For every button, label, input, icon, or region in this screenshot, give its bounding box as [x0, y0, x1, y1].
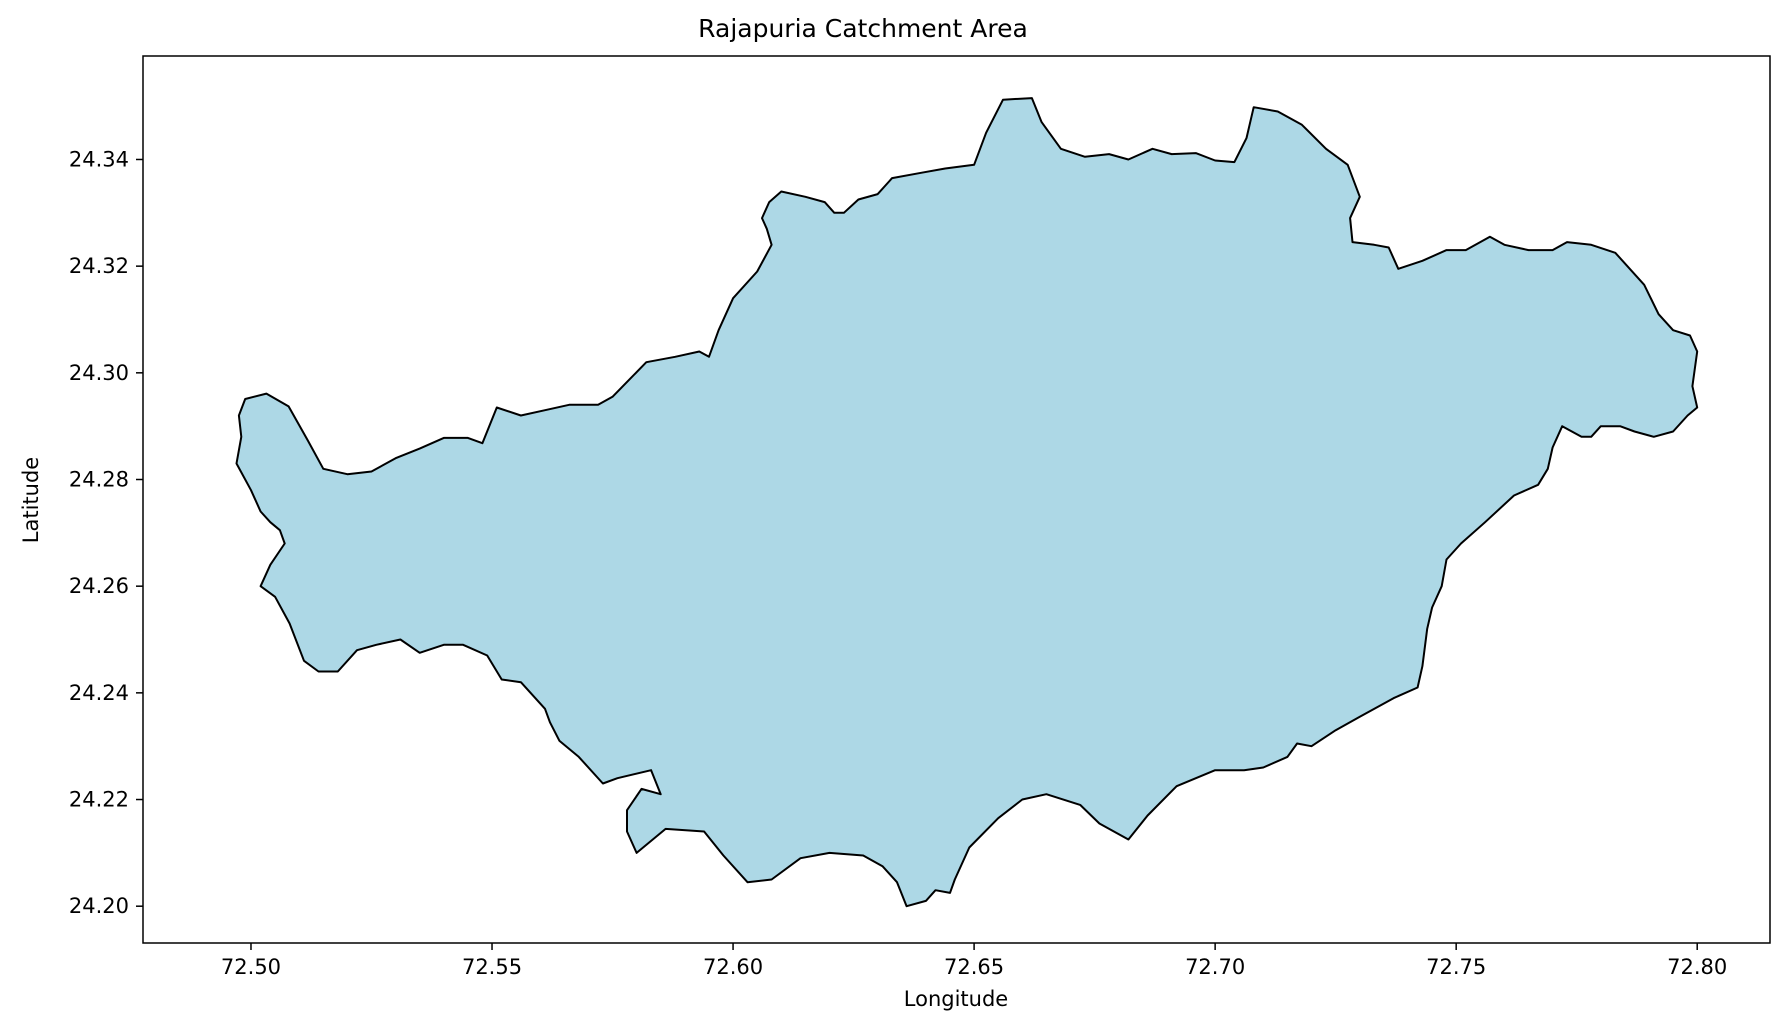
x-tick-label: 72.65 — [944, 955, 1004, 979]
y-tick-label: 24.22 — [69, 788, 129, 812]
x-axis-ticks: 72.50 72.55 72.60 72.65 72.70 72.75 72.80 — [221, 943, 1727, 979]
y-tick-label: 24.34 — [69, 147, 129, 171]
x-axis-label: Longitude — [904, 987, 1008, 1011]
x-tick-label: 72.80 — [1667, 955, 1727, 979]
plot-area — [142, 55, 1771, 944]
chart-title: Rajapuria Catchment Area — [698, 14, 1028, 43]
axes-frame — [142, 55, 1771, 944]
y-tick-label: 24.28 — [69, 467, 129, 491]
y-tick-label: 24.30 — [69, 361, 129, 385]
y-tick-label: 24.32 — [69, 254, 129, 278]
catchment-region — [235, 97, 1699, 908]
y-tick-label: 24.20 — [69, 894, 129, 918]
y-tick-label: 24.26 — [69, 574, 129, 598]
y-tick-label: 24.24 — [69, 681, 129, 705]
x-tick-label: 72.75 — [1426, 955, 1486, 979]
y-axis-label: Latitude — [19, 457, 43, 543]
x-tick-label: 72.70 — [1185, 955, 1245, 979]
x-tick-label: 72.60 — [703, 955, 763, 979]
x-tick-label: 72.55 — [462, 955, 522, 979]
y-axis-ticks: 24.20 24.22 24.24 24.26 24.28 24.30 24.32 24.34 — [69, 147, 143, 918]
x-tick-label: 72.50 — [221, 955, 281, 979]
